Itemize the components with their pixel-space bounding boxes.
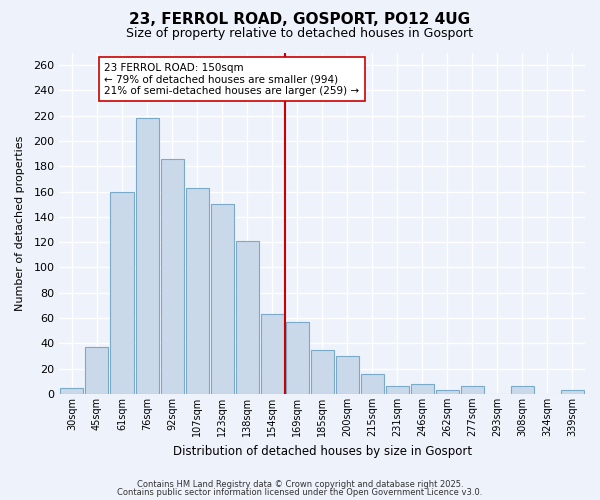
- Bar: [136, 118, 158, 394]
- Bar: [85, 347, 109, 394]
- Text: Contains HM Land Registry data © Crown copyright and database right 2025.: Contains HM Land Registry data © Crown c…: [137, 480, 463, 489]
- Bar: [286, 322, 309, 394]
- Bar: [260, 314, 284, 394]
- Bar: [361, 374, 384, 394]
- Bar: [511, 386, 534, 394]
- Text: 23 FERROL ROAD: 150sqm
← 79% of detached houses are smaller (994)
21% of semi-de: 23 FERROL ROAD: 150sqm ← 79% of detached…: [104, 62, 359, 96]
- Bar: [461, 386, 484, 394]
- Bar: [386, 386, 409, 394]
- Text: 23, FERROL ROAD, GOSPORT, PO12 4UG: 23, FERROL ROAD, GOSPORT, PO12 4UG: [130, 12, 470, 28]
- Bar: [336, 356, 359, 394]
- X-axis label: Distribution of detached houses by size in Gosport: Distribution of detached houses by size …: [173, 444, 472, 458]
- Bar: [161, 158, 184, 394]
- Bar: [411, 384, 434, 394]
- Bar: [110, 192, 134, 394]
- Bar: [436, 390, 459, 394]
- Text: Contains public sector information licensed under the Open Government Licence v3: Contains public sector information licen…: [118, 488, 482, 497]
- Bar: [185, 188, 209, 394]
- Bar: [311, 350, 334, 394]
- Text: Size of property relative to detached houses in Gosport: Size of property relative to detached ho…: [127, 28, 473, 40]
- Bar: [211, 204, 233, 394]
- Bar: [61, 388, 83, 394]
- Bar: [561, 390, 584, 394]
- Y-axis label: Number of detached properties: Number of detached properties: [15, 136, 25, 311]
- Bar: [236, 241, 259, 394]
